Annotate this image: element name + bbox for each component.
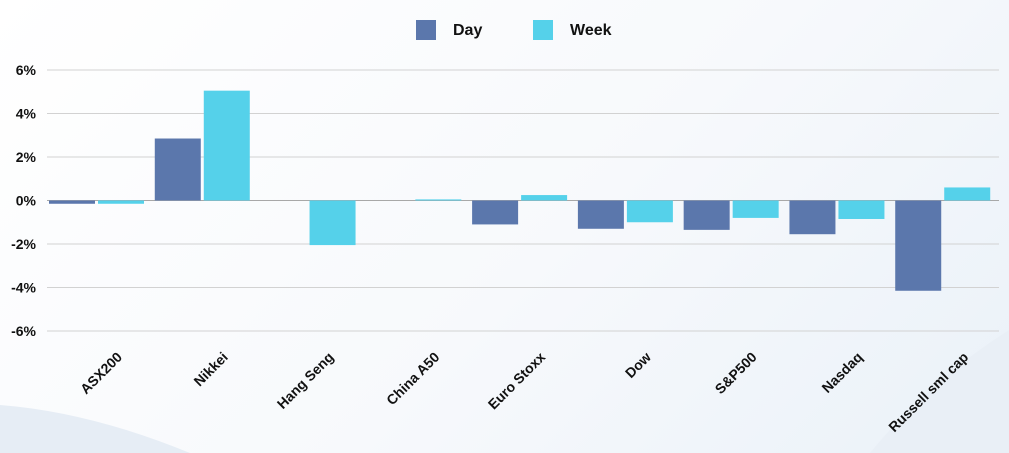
- x-tick-label: Dow: [622, 349, 654, 381]
- bar-week-nikkei: [203, 90, 250, 201]
- y-tick-label: 6%: [16, 62, 37, 78]
- bar-day-dow: [577, 200, 624, 229]
- bar-week-asx200: [98, 200, 144, 204]
- legend: Day Week: [416, 20, 612, 40]
- x-tick-label: China A50: [383, 349, 443, 409]
- x-tick-label: Hang Seng: [274, 349, 337, 412]
- bar-day-russell-sml-cap: [895, 200, 942, 291]
- bar-day-euro-stoxx: [472, 200, 519, 225]
- legend-label-week: Week: [570, 22, 612, 39]
- legend-label-day: Day: [453, 22, 482, 39]
- bar-week-dow: [626, 200, 673, 223]
- legend-item-day: Day: [416, 20, 482, 40]
- x-tick-label: S&P500: [712, 349, 760, 397]
- legend-swatch-day: [416, 20, 436, 40]
- bar-week-nasdaq: [838, 200, 885, 219]
- bar-week-hang-seng: [309, 200, 356, 246]
- bar-day-asx200: [49, 200, 95, 204]
- bars: [49, 90, 991, 291]
- decorative-wave-left: [0, 405, 190, 453]
- x-tick-label: Nasdaq: [818, 349, 865, 396]
- y-tick-label: -6%: [11, 323, 36, 339]
- decorative-wave-right: [870, 330, 1009, 453]
- x-tick-label: ASX200: [77, 349, 125, 397]
- y-tick-label: -4%: [11, 280, 36, 296]
- y-axis-ticks: 6% 4% 2% 0% -2% -4% -6%: [11, 62, 36, 339]
- bar-day-nikkei: [154, 138, 201, 201]
- bar-week-china-a50: [415, 199, 462, 201]
- bar-day-nasdaq: [789, 200, 836, 235]
- bar-week-euro-stoxx: [521, 195, 568, 201]
- y-tick-label: 4%: [16, 106, 37, 122]
- legend-swatch-week: [533, 20, 553, 40]
- legend-item-week: Week: [533, 20, 612, 40]
- bar-day-sandp500: [683, 200, 730, 230]
- y-tick-label: -2%: [11, 236, 36, 252]
- x-tick-label: Euro Stoxx: [485, 349, 549, 413]
- y-tick-label: 2%: [16, 149, 37, 165]
- x-tick-label: Nikkei: [190, 349, 230, 389]
- x-axis-labels: ASX200 Nikkei Hang Seng China A50 Euro Stoxx…: [77, 349, 971, 435]
- bar-week-russell-sml-cap: [944, 187, 991, 201]
- y-tick-label: 0%: [16, 193, 37, 209]
- bar-week-sandp500: [732, 200, 779, 218]
